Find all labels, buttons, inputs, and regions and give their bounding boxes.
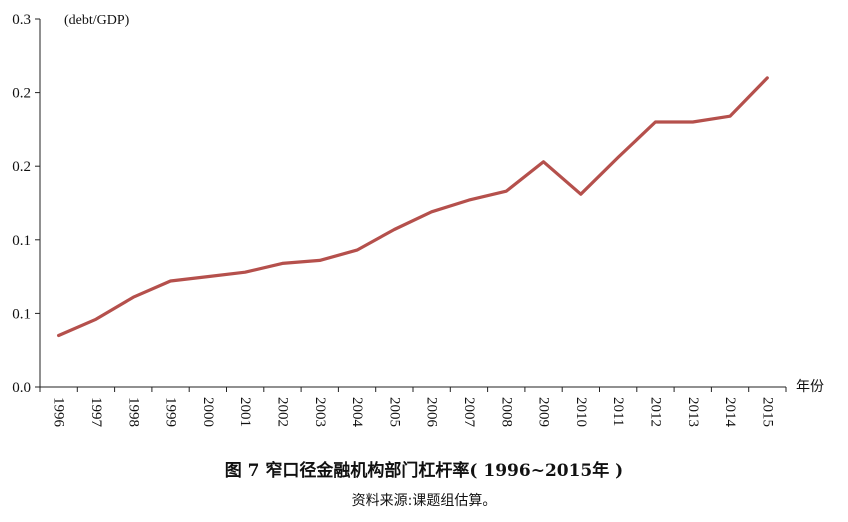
y-tick-label: 0.2 <box>12 86 31 102</box>
x-tick-label: 2008 <box>498 397 514 427</box>
figure-title: 图 7 窄口径金融机构部门杠杆率( 1996~2015年 ) <box>224 461 624 481</box>
x-tick-label: 2014 <box>722 397 738 428</box>
x-axis-unit-label: 年份 <box>796 379 824 395</box>
x-tick-label: 2003 <box>312 397 328 427</box>
y-axis-unit-label: (debt/GDP) <box>64 13 130 28</box>
series-line <box>56 76 769 338</box>
y-axis-ticks: 0.0 0.1 0.1 0.2 0.2 0.3 <box>12 12 40 396</box>
y-tick-label: 0.1 <box>12 233 31 249</box>
figure-source-note: 资料来源:课题组估算。 <box>351 493 497 509</box>
y-tick-label: 0.0 <box>12 380 31 396</box>
x-tick-label: 1997 <box>88 397 104 428</box>
x-tick-label: 1996 <box>51 397 67 428</box>
x-tick-label: 2013 <box>685 397 701 427</box>
x-tick-label: 2011 <box>610 397 626 426</box>
chart-axes <box>39 19 786 388</box>
x-tick-label: 2006 <box>424 397 440 428</box>
y-tick-label: 0.1 <box>12 306 31 322</box>
x-tick-label: 2007 <box>461 397 477 428</box>
x-tick-label: 1998 <box>125 397 141 427</box>
y-tick-label: 0.2 <box>12 159 31 175</box>
x-tick-label: 1999 <box>163 397 179 427</box>
x-tick-label: 2012 <box>647 397 663 427</box>
y-tick-label: 0.3 <box>12 12 31 28</box>
x-tick-label: 2015 <box>759 397 775 427</box>
x-tick-label: 2000 <box>200 397 216 427</box>
chart-series <box>56 76 769 338</box>
x-axis-ticks: 1996 1997 1998 1999 2000 2001 2002 2003 2004 2005… <box>39 387 787 428</box>
x-tick-label: 2009 <box>536 397 552 427</box>
x-tick-label: 2004 <box>349 397 365 428</box>
x-tick-label: 2005 <box>386 397 402 427</box>
x-tick-label: 2001 <box>237 397 253 427</box>
x-tick-label: 2010 <box>573 397 589 427</box>
line-chart: 0.0 0.1 0.1 0.2 0.2 0.3 1996 1997 1998 1999 2000 2… <box>12 12 824 428</box>
x-tick-label: 2002 <box>274 397 290 427</box>
